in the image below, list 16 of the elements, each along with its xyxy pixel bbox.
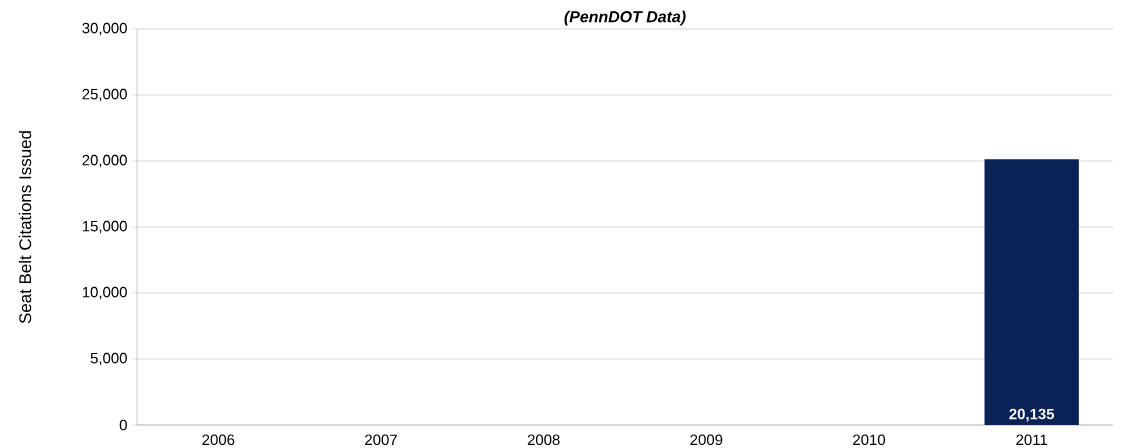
y-tick-label: 20,000 (82, 154, 127, 167)
y-tick-label: 0 (119, 419, 127, 431)
y-tick-label: 30,000 (82, 22, 127, 35)
y-tick-label: 15,000 (82, 220, 127, 233)
x-tick-label: 2011 (1016, 434, 1048, 445)
x-tick-label: 2010 (853, 434, 886, 445)
x-tick-label: 2006 (202, 434, 235, 445)
y-tick-label: 10,000 (82, 286, 127, 299)
x-tick-label: 2007 (365, 434, 397, 445)
x-tick-label: 2009 (690, 434, 723, 445)
y-axis-title: Seat Belt Citations Issued (18, 130, 32, 323)
y-tick-label: 25,000 (82, 88, 127, 101)
x-tick-label: 2008 (527, 434, 560, 445)
y-tick-label: 5,000 (90, 352, 127, 365)
data-label: 20,135 (1009, 408, 1055, 422)
chart-title: (PennDOT Data) (564, 10, 686, 26)
